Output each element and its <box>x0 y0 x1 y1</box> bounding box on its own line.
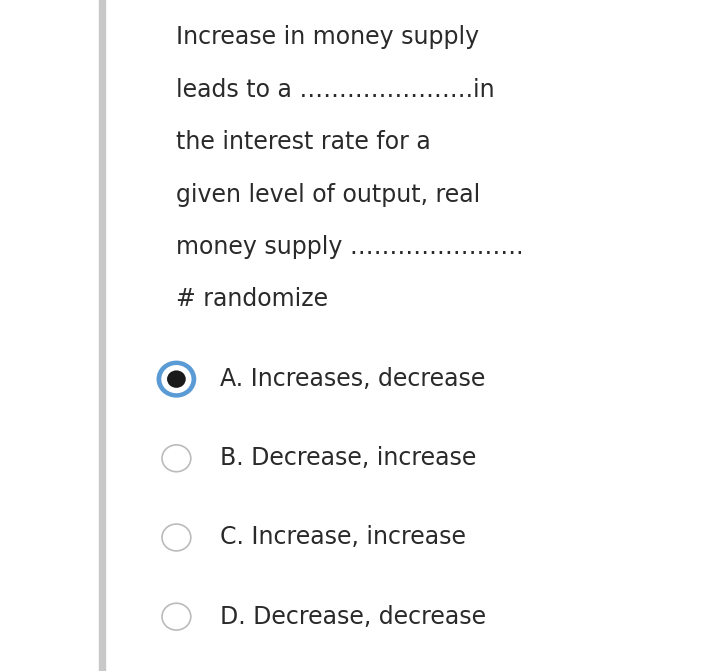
Text: money supply ………………….: money supply …………………. <box>176 235 524 259</box>
Text: C. Increase, increase: C. Increase, increase <box>220 525 466 550</box>
Text: A. Increases, decrease: A. Increases, decrease <box>220 367 485 391</box>
Circle shape <box>162 445 191 472</box>
Circle shape <box>162 524 191 551</box>
Text: B. Decrease, increase: B. Decrease, increase <box>220 446 476 470</box>
Circle shape <box>161 365 192 393</box>
Circle shape <box>167 370 186 388</box>
Text: Increase in money supply: Increase in money supply <box>176 25 480 50</box>
Text: D. Decrease, decrease: D. Decrease, decrease <box>220 605 486 629</box>
Circle shape <box>156 360 197 398</box>
Text: given level of output, real: given level of output, real <box>176 183 481 207</box>
Text: # randomize: # randomize <box>176 287 328 311</box>
Bar <box>99 0 105 671</box>
Text: leads to a ………………….in: leads to a ………………….in <box>176 78 495 102</box>
Text: the interest rate for a: the interest rate for a <box>176 130 431 154</box>
Circle shape <box>162 603 191 630</box>
